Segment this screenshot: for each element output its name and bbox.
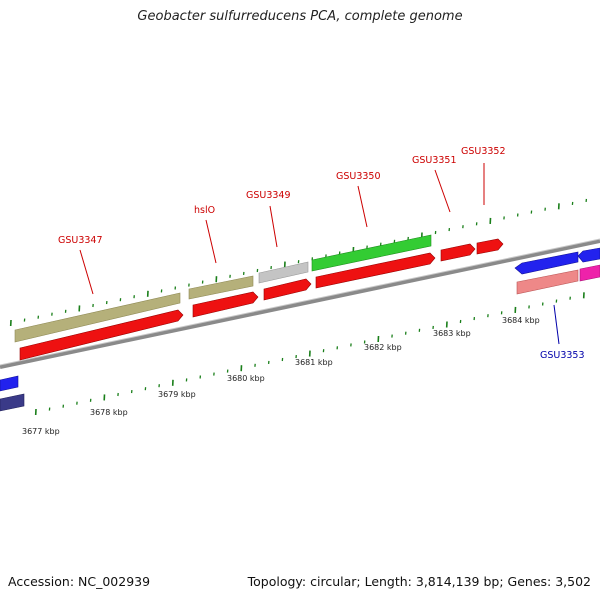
- gene-label[interactable]: GSU3347: [58, 235, 103, 246]
- scale-label: 3684 kbp: [502, 316, 540, 325]
- callout-gsu3353: [553, 304, 560, 345]
- scale-label: 3678 kbp: [90, 408, 128, 417]
- callout-gsu3351: [434, 169, 451, 213]
- genome-backbone-highlight: [0, 238, 600, 366]
- gene-arrow-gsu3350-red: [315, 252, 436, 289]
- gene-label[interactable]: GSU3351: [412, 155, 457, 166]
- gene-bar-magenta: [579, 264, 600, 282]
- scale-label: 3683 kbp: [433, 329, 471, 338]
- scale-label: 3681 kbp: [295, 358, 333, 367]
- scale-label: 3682 kbp: [364, 343, 402, 352]
- gene-label[interactable]: hslO: [194, 205, 215, 216]
- scale-labels: 3677 kbp 3678 kbp 3679 kbp 3680 kbp 3681…: [22, 316, 540, 436]
- gene-arrow-gsu3347-red: [19, 309, 184, 361]
- scale-label: 3679 kbp: [158, 390, 196, 399]
- map-title: Geobacter sulfurreducens PCA, complete g…: [137, 9, 463, 24]
- callout-gsu3350: [357, 185, 368, 228]
- gene-arrow-gsu3352-red: [476, 238, 504, 255]
- genome-stats-text: Topology: circular; Length: 3,814,139 bp…: [247, 574, 591, 589]
- inner-tick-ring: [34, 292, 585, 416]
- gene-arrow-gsu3351-red: [440, 243, 476, 262]
- inner-strand-features: [0, 238, 600, 412]
- gene-label[interactable]: GSU3350: [336, 171, 381, 182]
- callout-gsu3349: [269, 205, 278, 248]
- gene-arrow-hslo-red: [192, 291, 259, 318]
- accession-text: Accession: NC_002939: [8, 574, 151, 589]
- gene-labels: GSU3347 hslO GSU3349 GSU3350 GSU3351 GSU…: [58, 146, 585, 361]
- gene-bar-gsu3347-olive: [14, 292, 181, 343]
- genome-backbone: [0, 239, 600, 369]
- gene-bar-left-navy: [0, 393, 25, 412]
- gene-arrow-left-blue: [0, 375, 19, 392]
- scale-label: 3680 kbp: [227, 374, 265, 383]
- gene-bar-hslo-olive: [188, 275, 254, 300]
- gene-arrow-gsu3353-blue: [514, 251, 579, 275]
- scale-label: 3677 kbp: [22, 427, 60, 436]
- gene-arrow-next-blue: [577, 247, 600, 263]
- callout-hslo: [205, 219, 217, 264]
- gene-label[interactable]: GSU3353: [540, 350, 585, 361]
- gene-bar-gsu3353-pink: [516, 269, 579, 295]
- forward-strand-features: [0, 234, 600, 392]
- callout-gsu3347: [79, 249, 94, 295]
- gene-label[interactable]: GSU3352: [461, 146, 506, 157]
- gene-arrow-gsu3349-red: [263, 278, 312, 301]
- gene-label[interactable]: GSU3349: [246, 190, 291, 201]
- gene-bar-gsu3350-green: [311, 234, 432, 272]
- callout-lines: [79, 163, 560, 345]
- gene-bar-gsu3349-gray: [258, 261, 309, 284]
